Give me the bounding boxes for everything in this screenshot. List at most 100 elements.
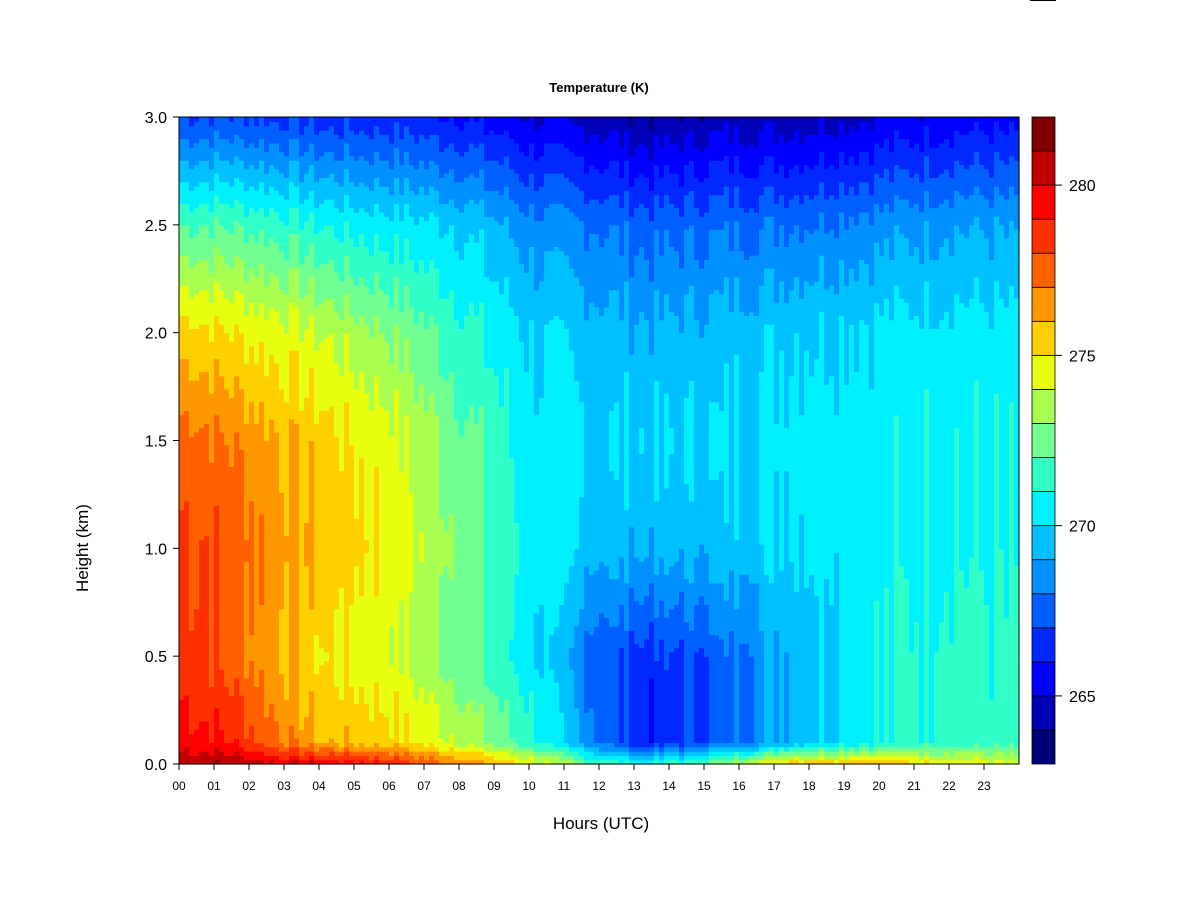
- heatmap-cell: [189, 755, 195, 765]
- heatmap-cell: [259, 117, 265, 140]
- heatmap-cell: [954, 759, 960, 765]
- heatmap-cell: [464, 117, 470, 122]
- heatmap-cell: [849, 186, 855, 217]
- heatmap-cell: [499, 117, 505, 135]
- heatmap-cell: [329, 738, 335, 748]
- heatmap-cell: [219, 375, 225, 433]
- heatmap-cell: [714, 582, 720, 636]
- heatmap-cell: [689, 129, 695, 161]
- heatmap-cell: [299, 181, 305, 204]
- heatmap-column: [504, 117, 510, 765]
- heatmap-cell: [994, 151, 1000, 187]
- heatmap-cell: [599, 759, 605, 765]
- heatmap-column: [659, 117, 665, 765]
- heatmap-cell: [529, 746, 535, 752]
- heatmap-cell: [914, 621, 920, 748]
- heatmap-cell: [654, 380, 660, 502]
- heatmap-cell: [269, 164, 275, 187]
- heatmap-cell: [384, 293, 390, 342]
- heatmap-cell: [204, 751, 210, 765]
- heatmap-cell: [369, 746, 375, 752]
- heatmap-cell: [779, 751, 785, 756]
- heatmap-cell: [944, 198, 950, 239]
- heatmap-cell: [274, 168, 280, 191]
- heatmap-cell: [524, 121, 530, 157]
- heatmap-cell: [529, 117, 535, 144]
- heatmap-cell: [254, 190, 260, 213]
- heatmap-cell: [699, 647, 705, 744]
- heatmap-cell: [254, 147, 260, 170]
- heatmap-cell: [269, 237, 275, 273]
- heatmap-cell: [369, 293, 375, 338]
- heatmap-cell: [974, 380, 980, 744]
- heatmap-cell: [699, 755, 705, 761]
- heatmap-cell: [384, 716, 390, 748]
- heatmap-cell: [309, 117, 315, 144]
- heatmap-cell: [864, 759, 870, 765]
- heatmap-cell: [649, 751, 655, 756]
- heatmap-column: [614, 117, 620, 765]
- heatmap-cell: [444, 173, 450, 204]
- heatmap-cell: [639, 751, 645, 756]
- heatmap-cell: [574, 548, 580, 627]
- heatmap-cell: [719, 160, 725, 196]
- heatmap-cell: [809, 285, 815, 377]
- heatmap-cell: [364, 160, 370, 187]
- heatmap-cell: [329, 746, 335, 752]
- heatmap-column: [549, 117, 555, 765]
- heatmap-cell: [624, 746, 630, 752]
- heatmap-cell: [554, 746, 560, 752]
- heatmap-column: [1009, 117, 1015, 765]
- heatmap-cell: [384, 216, 390, 252]
- heatmap-cell: [849, 755, 855, 761]
- heatmap-cell: [599, 203, 605, 247]
- heatmap-cell: [889, 117, 895, 153]
- y-tick-label: 2.5: [145, 218, 167, 235]
- heatmap-cell: [244, 677, 250, 739]
- heatmap-cell: [824, 134, 830, 170]
- heatmap-cell: [934, 259, 940, 329]
- heatmap-cell: [669, 565, 675, 610]
- heatmap-cell: [234, 431, 240, 679]
- heatmap-cell: [424, 168, 430, 196]
- heatmap-cell: [479, 302, 485, 407]
- heatmap-column: [389, 117, 395, 765]
- heatmap-cell: [834, 755, 840, 761]
- heatmap-cell: [179, 160, 185, 183]
- heatmap-cell: [669, 746, 675, 752]
- heatmap-cell: [744, 759, 750, 765]
- heatmap-cell: [249, 401, 255, 502]
- heatmap-cell: [589, 751, 595, 761]
- heatmap-cell: [824, 751, 830, 756]
- heatmap-cell: [184, 138, 190, 161]
- heatmap-cell: [299, 298, 305, 342]
- heatmap-column: [459, 117, 465, 765]
- heatmap-cell: [754, 211, 760, 256]
- heatmap-cell: [324, 224, 330, 265]
- heatmap-cell: [289, 181, 295, 209]
- heatmap-cell: [769, 759, 775, 765]
- heatmap-cell: [524, 117, 530, 122]
- heatmap-cell: [859, 151, 865, 183]
- heatmap-cell: [909, 147, 915, 178]
- heatmap-cell: [464, 151, 470, 178]
- heatmap-cell: [649, 621, 655, 679]
- heatmap-cell: [439, 237, 445, 299]
- heatmap-cell: [934, 207, 940, 260]
- heatmap-cell: [559, 712, 565, 748]
- heatmap-column: [449, 117, 455, 765]
- heatmap-cell: [229, 742, 235, 756]
- heatmap-cell: [414, 401, 420, 700]
- heatmap-cell: [374, 466, 380, 597]
- heatmap-cell: [689, 160, 695, 191]
- heatmap-cell: [594, 755, 600, 761]
- heatmap-cell: [709, 742, 715, 748]
- heatmap-cell: [1009, 751, 1015, 761]
- heatmap-cell: [309, 315, 315, 368]
- x-tick-label: 08: [452, 779, 466, 793]
- heatmap-cell: [289, 160, 295, 183]
- heatmap-cell: [919, 742, 925, 748]
- heatmap-cell: [739, 173, 745, 209]
- heatmap-cell: [769, 746, 775, 752]
- heatmap-cell: [719, 759, 725, 765]
